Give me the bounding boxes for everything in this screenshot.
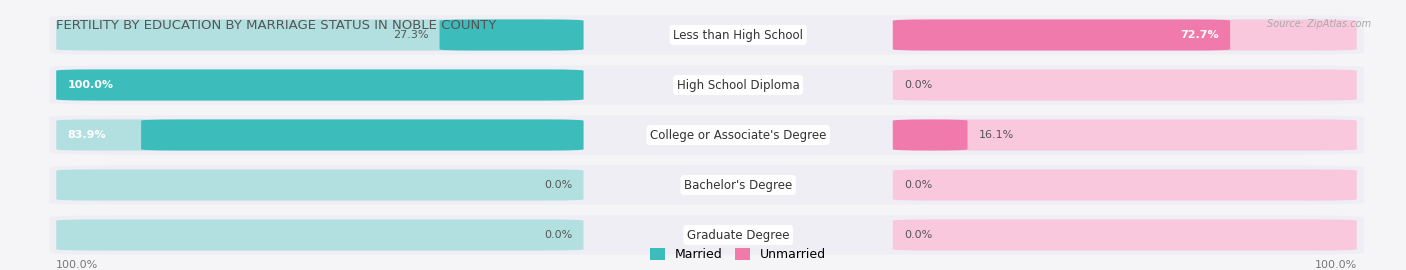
Text: 27.3%: 27.3% (392, 30, 429, 40)
FancyBboxPatch shape (56, 19, 583, 50)
Text: 0.0%: 0.0% (904, 80, 932, 90)
Text: 83.9%: 83.9% (67, 130, 105, 140)
Text: Less than High School: Less than High School (673, 29, 803, 42)
FancyBboxPatch shape (893, 69, 1357, 100)
Text: 100.0%: 100.0% (56, 260, 98, 270)
Legend: Married, Unmarried: Married, Unmarried (650, 248, 827, 261)
FancyBboxPatch shape (893, 170, 1357, 201)
Text: 100.0%: 100.0% (1315, 260, 1357, 270)
Text: 72.7%: 72.7% (1180, 30, 1219, 40)
FancyBboxPatch shape (49, 166, 1364, 204)
Text: Bachelor's Degree: Bachelor's Degree (685, 178, 792, 191)
FancyBboxPatch shape (56, 69, 583, 100)
FancyBboxPatch shape (893, 120, 1357, 150)
FancyBboxPatch shape (141, 120, 583, 150)
Text: FERTILITY BY EDUCATION BY MARRIAGE STATUS IN NOBLE COUNTY: FERTILITY BY EDUCATION BY MARRIAGE STATU… (56, 19, 496, 32)
FancyBboxPatch shape (49, 215, 1364, 255)
FancyBboxPatch shape (893, 220, 1357, 251)
Text: 0.0%: 0.0% (544, 180, 572, 190)
Text: 0.0%: 0.0% (544, 230, 572, 240)
Text: Source: ZipAtlas.com: Source: ZipAtlas.com (1267, 19, 1371, 29)
Text: 100.0%: 100.0% (67, 80, 114, 90)
Text: College or Associate's Degree: College or Associate's Degree (650, 129, 827, 141)
FancyBboxPatch shape (49, 66, 1364, 104)
FancyBboxPatch shape (56, 170, 583, 201)
FancyBboxPatch shape (440, 19, 583, 50)
Text: 0.0%: 0.0% (904, 230, 932, 240)
FancyBboxPatch shape (893, 19, 1230, 50)
FancyBboxPatch shape (56, 120, 583, 150)
FancyBboxPatch shape (56, 220, 583, 251)
Text: Graduate Degree: Graduate Degree (688, 228, 789, 241)
FancyBboxPatch shape (893, 19, 1357, 50)
Text: 16.1%: 16.1% (979, 130, 1014, 140)
FancyBboxPatch shape (49, 15, 1364, 55)
FancyBboxPatch shape (893, 120, 967, 150)
Text: 0.0%: 0.0% (904, 180, 932, 190)
FancyBboxPatch shape (56, 69, 583, 100)
Text: High School Diploma: High School Diploma (676, 79, 800, 92)
FancyBboxPatch shape (49, 116, 1364, 154)
